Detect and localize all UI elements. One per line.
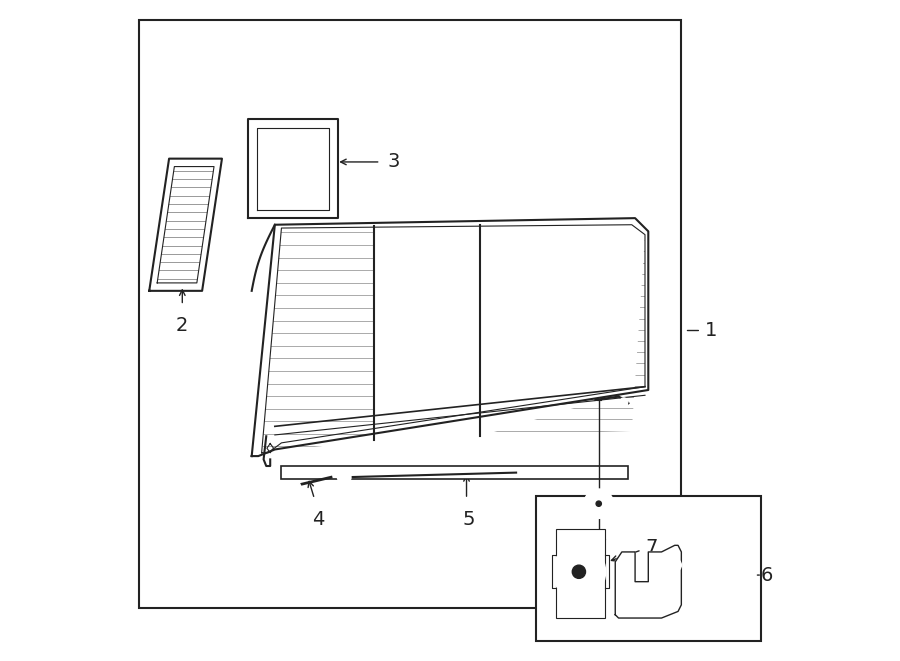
Text: 5: 5: [463, 510, 475, 529]
Circle shape: [596, 501, 601, 506]
Polygon shape: [616, 545, 681, 618]
Text: 1: 1: [705, 321, 717, 340]
Polygon shape: [149, 159, 222, 291]
Polygon shape: [374, 225, 480, 440]
Polygon shape: [480, 235, 645, 436]
Circle shape: [562, 555, 596, 588]
Circle shape: [640, 593, 657, 610]
Polygon shape: [252, 218, 648, 456]
Circle shape: [620, 398, 628, 406]
Circle shape: [338, 471, 351, 484]
Text: 7: 7: [645, 538, 657, 557]
Text: 6: 6: [760, 566, 773, 584]
Bar: [536, 496, 760, 641]
Polygon shape: [248, 119, 338, 218]
Polygon shape: [282, 466, 628, 479]
Polygon shape: [262, 226, 374, 453]
Polygon shape: [158, 167, 214, 283]
Polygon shape: [556, 529, 606, 618]
Circle shape: [592, 497, 606, 510]
Circle shape: [289, 481, 301, 493]
Text: 2: 2: [176, 316, 188, 335]
Circle shape: [668, 559, 681, 572]
Circle shape: [572, 565, 586, 578]
Text: 3: 3: [387, 153, 400, 171]
Text: 4: 4: [311, 510, 324, 529]
Circle shape: [623, 596, 634, 607]
Circle shape: [584, 489, 613, 518]
Circle shape: [553, 545, 606, 598]
Bar: [140, 20, 681, 608]
